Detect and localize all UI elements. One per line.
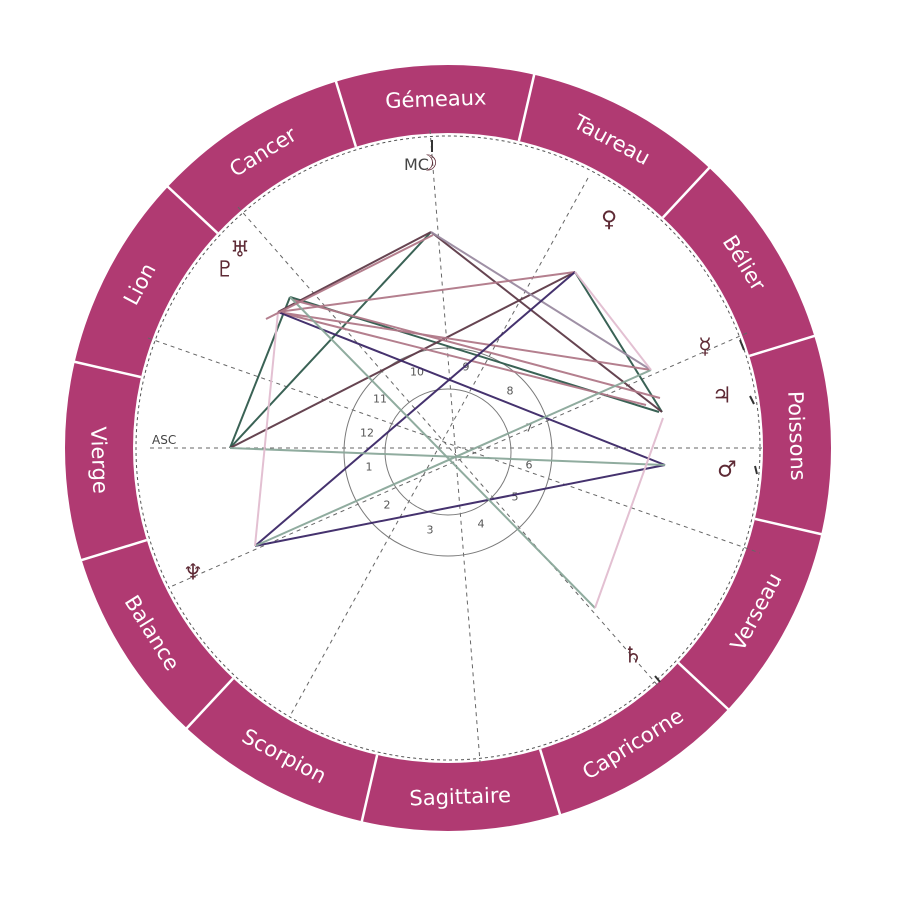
aspect-line (229, 271, 576, 449)
aspect-line (574, 271, 652, 371)
planet-glyphs: ☽ ♀ ☿♃ ♂ ♄ ♆ ♇♅ (183, 152, 737, 669)
sign-label-2: Gémeaux (385, 85, 487, 113)
aspect-line (594, 417, 664, 609)
house-number-4: 4 (478, 518, 485, 531)
aspect-line (430, 231, 663, 413)
sign-divider (677, 661, 730, 711)
aspect-line (277, 231, 432, 313)
aspect-line (292, 299, 661, 399)
saturn-icon: ♄ (623, 644, 643, 669)
aspect-line (574, 271, 663, 413)
house-number-1: 1 (366, 461, 373, 474)
aspect-line (289, 296, 596, 609)
aspect-line (265, 234, 434, 320)
house-inner-circle (384, 388, 512, 516)
sign-label-8: Sagittaire (409, 783, 511, 811)
sign-divider (73, 360, 142, 379)
degree-tick (654, 675, 661, 683)
sign-label-5: Poissons (783, 391, 810, 481)
mercury-icon: ☿ (698, 335, 712, 360)
sign-label-11: Vierge (86, 426, 112, 494)
house-number-12: 12 (360, 427, 374, 440)
cusp-line-6 (169, 332, 748, 588)
sign-divider (748, 334, 816, 358)
aspect-line (254, 369, 652, 547)
mars-icon: ♂ (717, 458, 737, 483)
cusp-line-2 (429, 129, 481, 763)
sign-divider (754, 517, 823, 536)
zodiac-band (65, 65, 831, 831)
house-number-6: 6 (526, 459, 533, 472)
sign-divider (166, 185, 219, 235)
aspect-line (277, 311, 647, 406)
zodiac-ring: CancerGémeauxTaureauBélierPoissonsVersea… (65, 65, 831, 831)
aspect-line (254, 311, 279, 547)
house-number-3: 3 (427, 524, 434, 537)
sign-divider (360, 754, 379, 823)
aspect-lines (229, 231, 666, 609)
neptune-icon: ♆ (183, 561, 203, 586)
house-number-5: 5 (512, 491, 519, 504)
house-number-7: 7 (526, 422, 533, 435)
aspect-line (229, 231, 432, 449)
sign-divider (334, 80, 358, 148)
aspect-line (254, 464, 666, 547)
sign-divider (661, 166, 711, 219)
sign-divider (538, 748, 562, 816)
uranus-icon: ♅ (230, 238, 250, 263)
venus-icon: ♀ (601, 208, 617, 233)
aspect-line (277, 311, 652, 371)
pluto-icon: ♇ (215, 258, 235, 283)
moon-icon: ☽ (418, 152, 438, 177)
sign-divider (517, 73, 536, 142)
jupiter-icon: ♃ (712, 384, 732, 409)
cusp-line-5 (289, 177, 589, 717)
aspect-line (277, 271, 576, 313)
house-number-2: 2 (384, 499, 391, 512)
house-cusp-lines (147, 129, 763, 763)
aspect-line (229, 296, 291, 449)
degree-tick (749, 395, 755, 405)
cusp-line-4 (237, 206, 661, 689)
degree-tick (739, 339, 745, 351)
house-number-9: 9 (463, 361, 470, 374)
house-number-8: 8 (507, 385, 514, 398)
house-number-11: 11 (373, 393, 387, 406)
sign-divider (80, 538, 148, 562)
aspect-line (277, 311, 666, 466)
mc-label: MC (404, 155, 429, 174)
sign-divider (185, 677, 235, 730)
cusp-line-3 (147, 337, 761, 554)
degree-tick (754, 465, 758, 475)
asc-label: ASC (152, 433, 176, 447)
aspect-line (254, 271, 576, 547)
